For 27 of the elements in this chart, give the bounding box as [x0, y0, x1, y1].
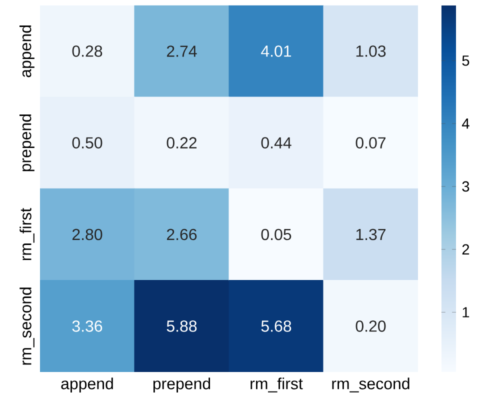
data-label: 5.68 — [261, 320, 292, 332]
color-bar-label: 3 — [462, 181, 470, 192]
x-tick-label: rm_first — [250, 378, 303, 392]
color-bar-label: 2 — [462, 244, 470, 254]
x-tick-label: append — [61, 378, 113, 393]
data-label: 0.20 — [356, 320, 386, 332]
data-label: 5.88 — [166, 320, 197, 332]
data-label: 1.37 — [356, 228, 386, 240]
color-bar-label: 1 — [462, 307, 470, 318]
data-label: 3.36 — [72, 320, 102, 332]
x-tick-label: rm_second — [332, 378, 410, 392]
data-label: 2.66 — [166, 228, 197, 240]
y-tick-label: prepend — [20, 114, 34, 172]
x-tick-label: prepend — [153, 378, 210, 393]
data-label: 1.03 — [356, 46, 386, 57]
y-tick-label: rm_first — [20, 208, 34, 260]
data-label: 0.28 — [72, 46, 102, 57]
data-label: 4.01 — [261, 46, 292, 57]
color-bar-label: 4 — [462, 118, 470, 129]
data-label: 0.22 — [166, 137, 197, 148]
data-label: 2.74 — [166, 46, 197, 57]
data-label: 0.50 — [72, 137, 102, 148]
y-tick-label: append — [20, 26, 34, 78]
data-label: 2.80 — [72, 228, 102, 240]
color-bar-label: 5 — [462, 56, 470, 66]
data-label: 0.44 — [261, 137, 292, 148]
data-label: 0.05 — [261, 228, 292, 240]
